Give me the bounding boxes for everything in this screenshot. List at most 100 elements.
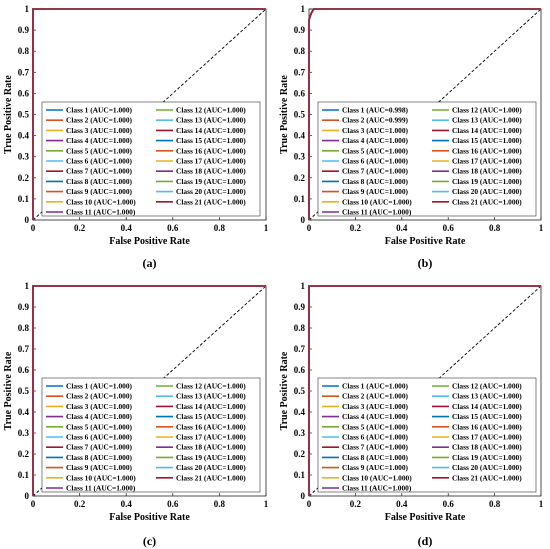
legend-label-class-12: Class 12 (AUC=1.000) bbox=[176, 106, 246, 115]
y-tick-label: 0.6 bbox=[294, 88, 306, 98]
roc-curve-class-21 bbox=[308, 8, 541, 220]
legend-label-class-5: Class 5 (AUC=1.000) bbox=[66, 422, 133, 431]
y-tick-label: 0.4 bbox=[294, 407, 306, 417]
legend-label-class-7: Class 7 (AUC=1.000) bbox=[66, 443, 133, 452]
legend-label-class-18: Class 18 (AUC=1.000) bbox=[452, 167, 522, 176]
y-tick-label: 0.8 bbox=[294, 46, 306, 56]
x-axis-label: False Positive Rate bbox=[385, 236, 466, 247]
legend-label-class-14: Class 14 (AUC=1.000) bbox=[452, 126, 522, 135]
y-tick-label: 0.4 bbox=[294, 131, 306, 141]
legend-label-class-4: Class 4 (AUC=1.000) bbox=[66, 412, 133, 421]
x-tick-label: 0.6 bbox=[167, 223, 179, 233]
y-tick-label: 0.1 bbox=[18, 470, 30, 480]
y-tick-label: 1 bbox=[25, 281, 30, 291]
legend-label-class-1: Class 1 (AUC=1.000) bbox=[342, 382, 409, 391]
legend-label-class-14: Class 14 (AUC=1.000) bbox=[176, 402, 246, 411]
legend-label-class-13: Class 13 (AUC=1.000) bbox=[176, 116, 246, 125]
legend-label-class-4: Class 4 (AUC=1.000) bbox=[66, 136, 133, 145]
legend-label-class-8: Class 8 (AUC=1.000) bbox=[66, 177, 133, 186]
y-tick-label: 0.5 bbox=[294, 110, 306, 120]
legend-label-class-17: Class 17 (AUC=1.000) bbox=[176, 433, 246, 442]
legend-label-class-5: Class 5 (AUC=1.000) bbox=[342, 146, 409, 155]
y-tick-label: 0.1 bbox=[294, 194, 306, 204]
roc-curve-class-21 bbox=[308, 285, 541, 496]
x-tick-label: 0.4 bbox=[396, 223, 408, 233]
y-tick-label: 0.9 bbox=[18, 302, 30, 312]
x-tick-label: 0 bbox=[307, 223, 312, 233]
roc-panel-2: 0 0.2 0.4 0.6 0.8 1 0 0.1 0.2 0.3 0.4 0.5 0.6 0.7 0.8 0… bbox=[279, 4, 544, 270]
y-tick-label: 0.7 bbox=[294, 67, 306, 77]
legend-label-class-7: Class 7 (AUC=1.000) bbox=[66, 167, 133, 176]
x-tick-label: 0.4 bbox=[121, 223, 133, 233]
y-axis-label: True Positive Rate bbox=[279, 351, 290, 430]
legend-label-class-6: Class 6 (AUC=1.000) bbox=[66, 157, 133, 166]
x-tick-label: 0.4 bbox=[121, 499, 133, 509]
legend-label-class-8: Class 8 (AUC=1.000) bbox=[342, 177, 409, 186]
y-tick-label: 0.3 bbox=[18, 152, 30, 162]
y-tick-label: 0.3 bbox=[294, 428, 306, 438]
legend-label-class-7: Class 7 (AUC=1.000) bbox=[342, 167, 409, 176]
y-tick-label: 0.3 bbox=[294, 152, 306, 162]
y-tick-label: 1 bbox=[25, 4, 30, 14]
legend-label-class-16: Class 16 (AUC=1.000) bbox=[176, 146, 246, 155]
y-tick-label: 0.4 bbox=[18, 131, 30, 141]
x-tick-label: 1 bbox=[264, 499, 269, 509]
x-tick-label: 0.2 bbox=[350, 499, 362, 509]
y-tick-label: 0.5 bbox=[18, 386, 30, 396]
legend-label-class-6: Class 6 (AUC=1.000) bbox=[66, 433, 133, 442]
legend-label-class-17: Class 17 (AUC=1.000) bbox=[452, 157, 522, 166]
x-tick-label: 0.8 bbox=[489, 499, 501, 509]
legend-label-class-16: Class 16 (AUC=1.000) bbox=[176, 422, 246, 431]
legend-label-class-2: Class 2 (AUC=1.000) bbox=[66, 116, 133, 125]
y-tick-label: 0.8 bbox=[18, 323, 30, 333]
y-tick-label: 0.9 bbox=[294, 25, 306, 35]
legend-label-class-13: Class 13 (AUC=1.000) bbox=[176, 392, 246, 401]
legend-label-class-9: Class 9 (AUC=1.000) bbox=[66, 463, 133, 472]
panel-label: (b) bbox=[418, 256, 433, 270]
legend-label-class-20: Class 20 (AUC=1.000) bbox=[452, 187, 522, 196]
legend-label-class-3: Class 3 (AUC=1.000) bbox=[342, 402, 409, 411]
y-tick-label: 0.5 bbox=[18, 110, 30, 120]
y-tick-label: 0.4 bbox=[18, 407, 30, 417]
legend-label-class-2: Class 2 (AUC=0.999) bbox=[342, 116, 409, 125]
legend-label-class-9: Class 9 (AUC=1.000) bbox=[66, 187, 133, 196]
legend-box bbox=[41, 377, 261, 493]
legend-label-class-19: Class 19 (AUC=1.000) bbox=[176, 453, 246, 462]
y-tick-label: 0.8 bbox=[294, 323, 306, 333]
x-tick-label: 0.4 bbox=[396, 499, 408, 509]
legend-label-class-4: Class 4 (AUC=1.000) bbox=[342, 136, 409, 145]
legend-label-class-3: Class 3 (AUC=1.000) bbox=[66, 126, 133, 135]
legend-label-class-17: Class 17 (AUC=1.000) bbox=[452, 433, 522, 442]
roc-curve-class-21 bbox=[32, 285, 266, 496]
legend-label-class-20: Class 20 (AUC=1.000) bbox=[176, 187, 246, 196]
y-tick-label: 0.7 bbox=[18, 67, 30, 77]
legend-label-class-12: Class 12 (AUC=1.000) bbox=[452, 382, 522, 391]
roc-curve-class-21 bbox=[32, 8, 266, 220]
x-axis-label: False Positive Rate bbox=[385, 512, 466, 523]
legend-label-class-2: Class 2 (AUC=1.000) bbox=[66, 392, 133, 401]
y-tick-label: 1 bbox=[301, 281, 306, 291]
y-axis-label: True Positive Rate bbox=[279, 75, 290, 154]
y-tick-label: 0.7 bbox=[294, 344, 306, 354]
y-axis-label: True Positive Rate bbox=[3, 75, 14, 154]
legend-label-class-8: Class 8 (AUC=1.000) bbox=[342, 453, 409, 462]
x-tick-label: 0.6 bbox=[167, 499, 179, 509]
x-tick-label: 0 bbox=[307, 499, 312, 509]
y-tick-label: 0.9 bbox=[294, 302, 306, 312]
y-tick-label: 0.1 bbox=[18, 194, 30, 204]
legend-box bbox=[317, 377, 537, 493]
panel-label: (a) bbox=[143, 256, 157, 270]
legend-label-class-12: Class 12 (AUC=1.000) bbox=[452, 106, 522, 115]
x-tick-label: 0.8 bbox=[489, 223, 501, 233]
legend-label-class-5: Class 5 (AUC=1.000) bbox=[66, 146, 133, 155]
legend-label-class-20: Class 20 (AUC=1.000) bbox=[176, 463, 246, 472]
legend-label-class-21: Class 21 (AUC=1.000) bbox=[176, 473, 246, 482]
legend-label-class-7: Class 7 (AUC=1.000) bbox=[342, 443, 409, 452]
legend-label-class-14: Class 14 (AUC=1.000) bbox=[452, 402, 522, 411]
x-tick-label: 0.6 bbox=[443, 223, 455, 233]
y-tick-label: 0 bbox=[25, 215, 30, 225]
legend-label-class-9: Class 9 (AUC=1.000) bbox=[342, 187, 409, 196]
legend-box bbox=[317, 101, 537, 217]
legend-label-class-11: Class 11 (AUC=1.000) bbox=[66, 208, 136, 217]
